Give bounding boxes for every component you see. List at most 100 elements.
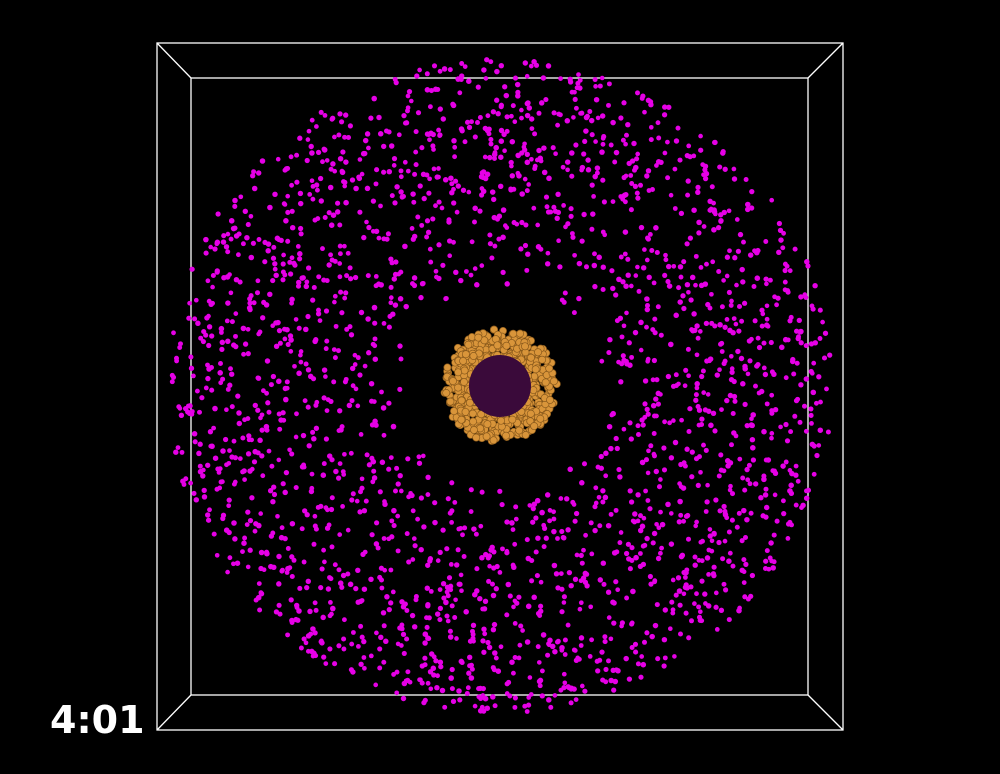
outer-particle [579,480,585,486]
outer-particle [515,93,521,99]
outer-particle [303,640,309,646]
shell-particle [521,342,529,351]
outer-particle [435,558,441,563]
outer-particle [554,639,561,645]
outer-particle [813,400,819,406]
outer-particle [662,607,669,613]
outer-particle [703,509,709,514]
outer-particle [492,156,497,161]
outer-particle [733,321,739,327]
outer-particle [380,405,387,411]
outer-particle [482,695,489,702]
outer-particle [296,370,302,377]
outer-particle [590,211,596,217]
outer-particle [273,609,280,615]
outer-particle [748,510,754,516]
outer-particle [319,566,325,572]
outer-particle [415,214,421,220]
outer-particle [551,528,557,535]
outer-particle [606,658,611,664]
outer-particle [640,561,647,568]
outer-particle [597,577,604,583]
outer-particle [616,467,622,473]
outer-particle [309,471,315,477]
outer-particle [474,566,480,572]
outer-particle [600,488,606,494]
outer-particle [336,567,342,573]
outer-particle [562,652,568,657]
outer-particle [528,692,534,697]
outer-particle [695,189,701,195]
outer-particle [284,570,290,575]
outer-particle [567,79,574,85]
outer-particle [210,284,215,290]
outer-particle [248,254,255,261]
outer-particle [656,135,662,141]
outer-particle [379,585,385,591]
outer-particle [655,159,662,165]
outer-particle [814,452,820,459]
outer-particle [481,606,488,612]
outer-particle [409,226,415,231]
outer-particle [568,582,574,589]
outer-particle [783,459,789,465]
outer-particle [292,363,297,369]
outer-particle [589,551,595,557]
outer-particle [720,556,726,562]
outer-particle [547,518,553,524]
outer-particle [642,109,647,115]
outer-particle [780,463,786,469]
outer-particle [372,343,378,349]
outer-particle [712,428,718,434]
outer-particle [358,309,365,316]
outer-particle [479,186,485,191]
outer-particle [491,196,497,203]
outer-particle [440,262,446,268]
outer-particle [633,649,639,655]
outer-particle [460,187,467,193]
outer-particle [802,403,807,409]
outer-particle [466,78,472,84]
outer-particle [226,460,232,466]
outer-particle [662,655,668,661]
outer-particle [545,63,552,69]
outer-particle [649,247,655,254]
outer-particle [763,457,769,463]
outer-particle [642,414,648,420]
outer-particle [337,155,344,162]
outer-particle [599,358,605,364]
outer-particle [471,526,477,532]
outer-particle [761,428,767,435]
outer-particle [439,205,445,211]
outer-particle [387,313,393,319]
outer-particle [686,373,691,379]
outer-particle [358,432,364,437]
outer-particle [477,115,483,120]
outer-particle [784,438,791,444]
outer-particle [458,658,465,665]
outer-particle [617,315,624,321]
outer-particle [481,649,487,655]
outer-particle [558,76,563,81]
outer-particle [695,335,701,341]
outer-particle [681,518,687,524]
outer-particle [267,488,274,494]
outer-particle [247,300,253,306]
outer-particle [600,177,606,183]
outer-particle [487,563,492,569]
outer-particle [543,535,549,541]
outer-particle [470,622,477,628]
outer-particle [694,385,700,391]
outer-particle [511,186,517,192]
outer-particle [589,182,595,188]
outer-particle [724,515,730,521]
outer-particle [330,212,337,218]
shell-particle [460,378,468,386]
outer-particle [714,372,721,378]
outer-particle [649,633,655,640]
outer-particle [382,567,388,573]
outer-particle [595,464,601,470]
outer-particle [740,381,746,387]
outer-particle [666,283,673,289]
outer-particle [618,254,624,260]
